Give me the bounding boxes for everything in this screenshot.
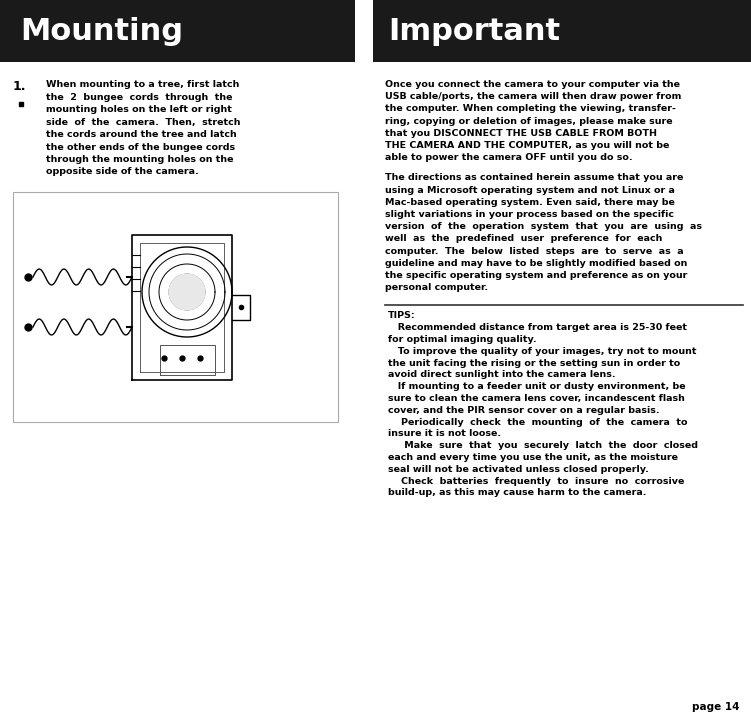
- Text: the  2  bungee  cords  through  the: the 2 bungee cords through the: [46, 93, 233, 101]
- Text: sure to clean the camera lens cover, incandescent flash: sure to clean the camera lens cover, inc…: [388, 394, 685, 403]
- Bar: [13, 192, 338, 422]
- Bar: [0, 0, 355, 62]
- Text: Once you connect the camera to your computer via the: Once you connect the camera to your comp…: [385, 80, 680, 89]
- Text: computer.  The  below  listed  steps  are  to  serve  as  a: computer. The below listed steps are to …: [385, 247, 683, 256]
- Text: opposite side of the camera.: opposite side of the camera.: [46, 167, 199, 177]
- Text: The directions as contained herein assume that you are: The directions as contained herein assum…: [385, 174, 683, 182]
- Text: for optimal imaging quality.: for optimal imaging quality.: [388, 335, 537, 344]
- Text: personal computer.: personal computer.: [385, 283, 488, 292]
- Text: the specific operating system and preference as on your: the specific operating system and prefer…: [385, 271, 687, 280]
- Text: side  of  the  camera.  Then,  stretch: side of the camera. Then, stretch: [46, 117, 240, 127]
- Text: build-up, as this may cause harm to the camera.: build-up, as this may cause harm to the …: [388, 489, 647, 497]
- Text: that you DISCONNECT THE USB CABLE FROM BOTH: that you DISCONNECT THE USB CABLE FROM B…: [385, 129, 657, 138]
- Text: Important: Important: [388, 17, 560, 46]
- Text: the other ends of the bungee cords: the other ends of the bungee cords: [46, 143, 235, 151]
- Text: able to power the camera OFF until you do so.: able to power the camera OFF until you d…: [385, 153, 632, 162]
- Text: When mounting to a tree, first latch: When mounting to a tree, first latch: [46, 80, 240, 89]
- Text: THE CAMERA AND THE COMPUTER, as you will not be: THE CAMERA AND THE COMPUTER, as you will…: [385, 141, 669, 150]
- Text: Mac-based operating system. Even said, there may be: Mac-based operating system. Even said, t…: [385, 198, 675, 207]
- Text: Make  sure  that  you  securely  latch  the  door  closed: Make sure that you securely latch the do…: [388, 441, 698, 450]
- Text: the unit facing the rising or the setting sun in order to: the unit facing the rising or the settin…: [388, 358, 680, 368]
- Circle shape: [169, 274, 205, 310]
- Text: the computer. When completing the viewing, transfer-: the computer. When completing the viewin…: [385, 104, 676, 114]
- Text: insure it is not loose.: insure it is not loose.: [388, 429, 501, 439]
- Text: ring, copying or deletion of images, please make sure: ring, copying or deletion of images, ple…: [385, 117, 673, 125]
- Text: Periodically  check  the  mounting  of  the  camera  to: Periodically check the mounting of the c…: [388, 418, 687, 426]
- Text: TIPS:: TIPS:: [388, 311, 415, 321]
- Text: Recommended distance from target area is 25-30 feet: Recommended distance from target area is…: [388, 323, 687, 332]
- Text: avoid direct sunlight into the camera lens.: avoid direct sunlight into the camera le…: [388, 371, 616, 379]
- Text: Mounting: Mounting: [20, 17, 183, 46]
- Text: 1.: 1.: [13, 80, 26, 93]
- Text: through the mounting holes on the: through the mounting holes on the: [46, 155, 234, 164]
- Text: each and every time you use the unit, as the moisture: each and every time you use the unit, as…: [388, 453, 678, 462]
- Text: the cords around the tree and latch: the cords around the tree and latch: [46, 130, 237, 139]
- Text: guideline and may have to be slightly modified based on: guideline and may have to be slightly mo…: [385, 258, 687, 268]
- Text: seal will not be activated unless closed properly.: seal will not be activated unless closed…: [388, 465, 649, 473]
- Text: well  as  the  predefined  user  preference  for  each: well as the predefined user preference f…: [385, 235, 662, 243]
- Text: Check  batteries  frequently  to  insure  no  corrosive: Check batteries frequently to insure no …: [388, 476, 684, 486]
- Text: page 14: page 14: [692, 702, 739, 712]
- Text: slight variations in your process based on the specific: slight variations in your process based …: [385, 210, 674, 219]
- Text: cover, and the PIR sensor cover on a regular basis.: cover, and the PIR sensor cover on a reg…: [388, 405, 659, 415]
- Text: USB cable/ports, the camera will then draw power from: USB cable/ports, the camera will then dr…: [385, 92, 681, 101]
- Bar: [373, 0, 751, 62]
- Text: using a Microsoft operating system and not Linux or a: using a Microsoft operating system and n…: [385, 185, 675, 195]
- Text: If mounting to a feeder unit or dusty environment, be: If mounting to a feeder unit or dusty en…: [388, 382, 686, 391]
- Text: To improve the quality of your images, try not to mount: To improve the quality of your images, t…: [388, 347, 696, 355]
- Text: mounting holes on the left or right: mounting holes on the left or right: [46, 105, 232, 114]
- Text: version  of  the  operation  system  that  you  are  using  as: version of the operation system that you…: [385, 222, 702, 231]
